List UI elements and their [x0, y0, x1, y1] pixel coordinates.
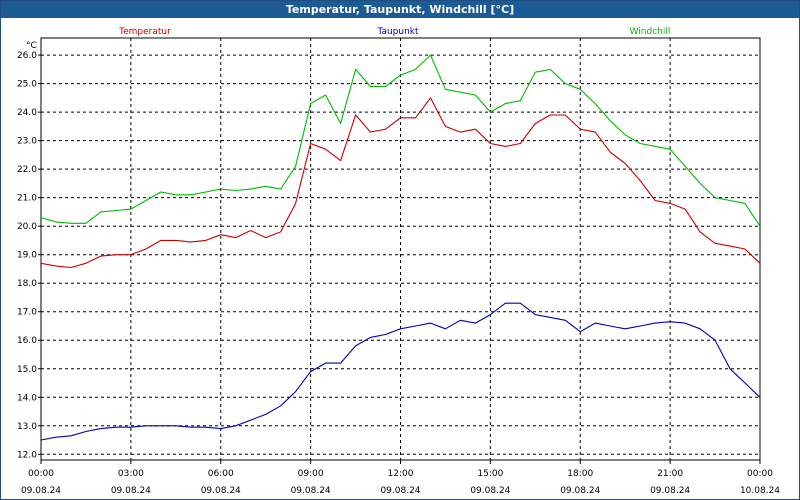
x-tick-date: 10.08.24: [740, 486, 780, 496]
x-tick-date: 09.08.24: [650, 486, 690, 496]
axis-ticks: 26.0 25.0 24.0 23.0 22.0 21.0 20.0 19.0 18.0 17.0…: [17, 51, 780, 496]
legend-temperatur: Temperatur: [118, 27, 171, 37]
y-tick-label: 18.0: [17, 279, 37, 289]
x-tick-time: 12:00: [388, 469, 414, 479]
y-tick-label: 14.0: [17, 393, 37, 403]
y-tick-label: 19.0: [17, 251, 37, 261]
y-tick-label: 13.0: [17, 422, 37, 432]
y-tick-label: 26.0: [17, 51, 37, 61]
series-line-taupunkt: [40, 302, 761, 441]
y-tick-label: 20.0: [17, 222, 37, 232]
grid-layer: [40, 38, 761, 460]
y-tick-label: 23.0: [17, 137, 37, 147]
y-tick-label: 15.0: [17, 365, 37, 375]
x-tick-date: 09.08.24: [470, 486, 510, 496]
y-tick-label: 17.0: [17, 308, 37, 318]
y-tick-label: 21.0: [17, 194, 37, 204]
x-tick-date: 09.08.24: [21, 486, 61, 496]
series-line-temperatur: [40, 97, 761, 269]
y-tick-label: 24.0: [17, 108, 37, 118]
legend-windchill: Windchill: [630, 27, 671, 37]
x-tick-time: 18:00: [567, 469, 593, 479]
chart-title: Temperatur, Taupunkt, Windchill [°C]: [1, 1, 799, 18]
y-axis-unit: °C: [26, 41, 37, 51]
y-tick-label: 12.0: [17, 450, 37, 460]
x-tick-time: 00:00: [747, 469, 773, 479]
y-tick-label: 16.0: [17, 336, 37, 346]
series-layer: [40, 54, 761, 441]
y-tick-label: 25.0: [17, 80, 37, 90]
x-tick-time: 00:00: [28, 469, 54, 479]
x-tick-date: 09.08.24: [380, 486, 420, 496]
legend-taupunkt: Taupunkt: [376, 27, 419, 37]
x-tick-time: 15:00: [477, 469, 503, 479]
y-tick-label: 22.0: [17, 165, 37, 175]
x-tick-time: 21:00: [657, 469, 683, 479]
series-line-windchill: [40, 54, 761, 227]
x-tick-date: 09.08.24: [291, 486, 331, 496]
x-tick-date: 09.08.24: [111, 486, 151, 496]
x-tick-date: 09.08.24: [201, 486, 241, 496]
x-tick-date: 09.08.24: [560, 486, 600, 496]
x-tick-time: 06:00: [208, 469, 234, 479]
x-tick-time: 09:00: [298, 469, 324, 479]
x-tick-time: 03:00: [118, 469, 144, 479]
